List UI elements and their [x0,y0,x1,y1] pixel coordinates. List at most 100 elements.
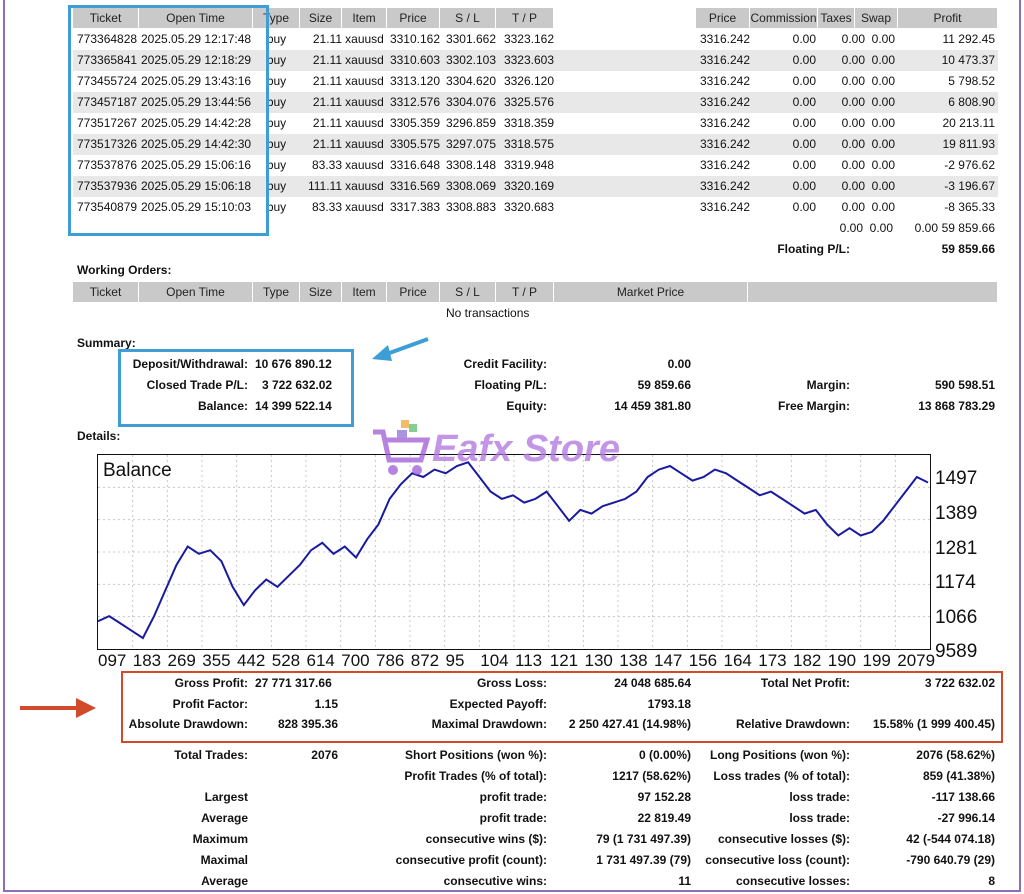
pos-type: buy [266,200,287,214]
pos-sl: 3308.148 [445,158,496,172]
wo-col-market-price[interactable]: Market Price [554,282,748,302]
wo-col-ticket[interactable]: Ticket [73,282,139,302]
col-item[interactable]: Item [342,8,387,28]
pos-price: 3305.575 [389,137,440,151]
net-profit-value: 3 722 632.02 [924,676,995,690]
average-label: Average [201,811,248,825]
pos-cur-price: 3316.242 [699,53,750,67]
pos-open-time: 2025.05.29 12:18:29 [141,53,252,67]
pos-sl: 3308.883 [445,200,496,214]
pos-cur-price: 3316.242 [699,158,750,172]
table-row[interactable]: 773517267 2025.05.29 14:42:28 buy 21.11 xauu… [73,113,998,134]
pos-size: 21.11 [312,32,342,46]
table-row[interactable]: 773455724 2025.05.29 13:43:16 buy 21.11 xauu… [73,71,998,92]
pos-swap: 0.00 [871,95,895,109]
wo-col-tp[interactable]: T / P [496,282,554,302]
pos-open-time: 2025.05.29 12:17:48 [141,32,252,46]
summary-floating-value: 59 859.66 [637,378,691,392]
table-row[interactable]: 773365841 2025.05.29 12:18:29 buy 21.11 xauu… [73,50,998,71]
largest-label: Largest [204,790,248,804]
y-tick-label: 1066 [935,607,978,628]
total-trades-value: 2076 [311,748,338,762]
table-row[interactable]: 773517326 2025.05.29 14:42:30 buy 21.11 xauu… [73,134,998,155]
pos-tp: 3320.169 [503,179,554,193]
avg-wins-value: 11 [678,874,691,888]
col-price[interactable]: Price [387,8,440,28]
pos-tp: 3319.948 [503,158,554,172]
col-profit[interactable]: Profit [898,8,998,28]
max-wins-value: 79 (1 731 497.39) [596,832,691,846]
col-taxes[interactable]: Taxes [818,8,855,28]
table-row[interactable]: 773457187 2025.05.29 13:44:56 buy 21.11 xauu… [73,92,998,113]
pos-ticket: 773540879 [77,200,138,214]
pos-item: xauusd [345,53,384,67]
pos-price: 3317.383 [389,200,440,214]
max-drawdown-label: Maximal Drawdown: [431,717,547,731]
gross-profit-value: 27 771 317.66 [255,676,332,690]
profit-factor-label: Profit Factor: [172,697,248,711]
average-loss-label: loss trade: [789,811,850,825]
pos-swap: 0.00 [871,32,895,46]
arrow-icon [372,337,429,361]
col-sl[interactable]: S / L [440,8,496,28]
short-positions-value: 0 (0.00%) [638,748,691,762]
pos-commission: 0.00 [792,95,816,109]
pos-taxes: 0.00 [841,74,865,88]
col-type[interactable]: Type [253,8,300,28]
wo-col-open-time[interactable]: Open Time [139,282,253,302]
pos-tp: 3318.359 [503,116,554,130]
wo-col-type[interactable]: Type [253,282,300,302]
pos-tp: 3325.576 [503,95,554,109]
pos-commission: 0.00 [792,179,816,193]
pos-item: xauusd [345,95,384,109]
pos-commission: 0.00 [792,137,816,151]
col-cur-price[interactable]: Price [696,8,750,28]
col-swap[interactable]: Swap [855,8,898,28]
pos-ticket: 773455724 [77,74,138,88]
total-commission: 0.00 [839,221,863,235]
gross-profit-label: Gross Profit: [174,676,248,690]
details-title: Details: [77,429,121,443]
col-ticket[interactable]: Ticket [73,8,139,28]
pos-sl: 3296.859 [445,116,496,130]
x-tick-label: 121 [549,651,579,670]
equity-label: Equity: [506,399,547,413]
watermark-logo [371,418,431,481]
y-tick-label: 9589 [935,641,978,662]
table-row[interactable]: 773540879 2025.05.29 15:10:03 buy 83.33 xauu… [73,197,998,218]
positions-totals-row: 0.00 0.00 0.00 59 859.66 [73,218,998,239]
pos-swap: 0.00 [871,74,895,88]
avg-losses-value: 8 [988,874,995,888]
pos-price: 3316.648 [389,158,440,172]
avg-wins-label: consecutive wins: [443,874,547,888]
pos-swap: 0.00 [871,116,895,130]
pos-commission: 0.00 [792,116,816,130]
wo-col-price[interactable]: Price [387,282,440,302]
wo-col-size[interactable]: Size [300,282,342,302]
pos-price: 3313.120 [389,74,440,88]
wo-col-item[interactable]: Item [342,282,387,302]
pos-open-time: 2025.05.29 14:42:28 [141,116,252,130]
col-commission[interactable]: Commission [750,8,818,28]
table-row[interactable]: 773537936 2025.05.29 15:06:18 buy 111.11 xau… [73,176,998,197]
table-row[interactable]: 773537876 2025.05.29 15:06:16 buy 83.33 xauu… [73,155,998,176]
pos-size: 21.11 [312,95,342,109]
x-tick-label: 173 [758,651,787,670]
pos-size: 21.11 [312,116,342,130]
pos-size: 83.33 [311,200,342,214]
table-row[interactable]: 773364828 2025.05.29 12:17:48 buy 21.11 xauu… [73,29,998,50]
col-tp[interactable]: T / P [496,8,554,28]
wo-col-sl[interactable]: S / L [440,282,496,302]
pos-type: buy [266,32,287,46]
floating-pl-value: 59 859.66 [941,242,995,256]
pos-commission: 0.00 [792,32,816,46]
col-size[interactable]: Size [300,8,342,28]
largest-loss-value: -117 138.66 [931,790,995,804]
pos-profit: -8 365.33 [944,200,995,214]
pos-type: buy [266,95,287,109]
maxl-loss-label: consecutive loss (count): [705,853,850,867]
pos-type: buy [266,74,287,88]
col-open-time[interactable]: Open Time [139,8,253,28]
pos-profit: -2 976.62 [944,158,995,172]
pos-ticket: 773537936 [77,179,138,193]
